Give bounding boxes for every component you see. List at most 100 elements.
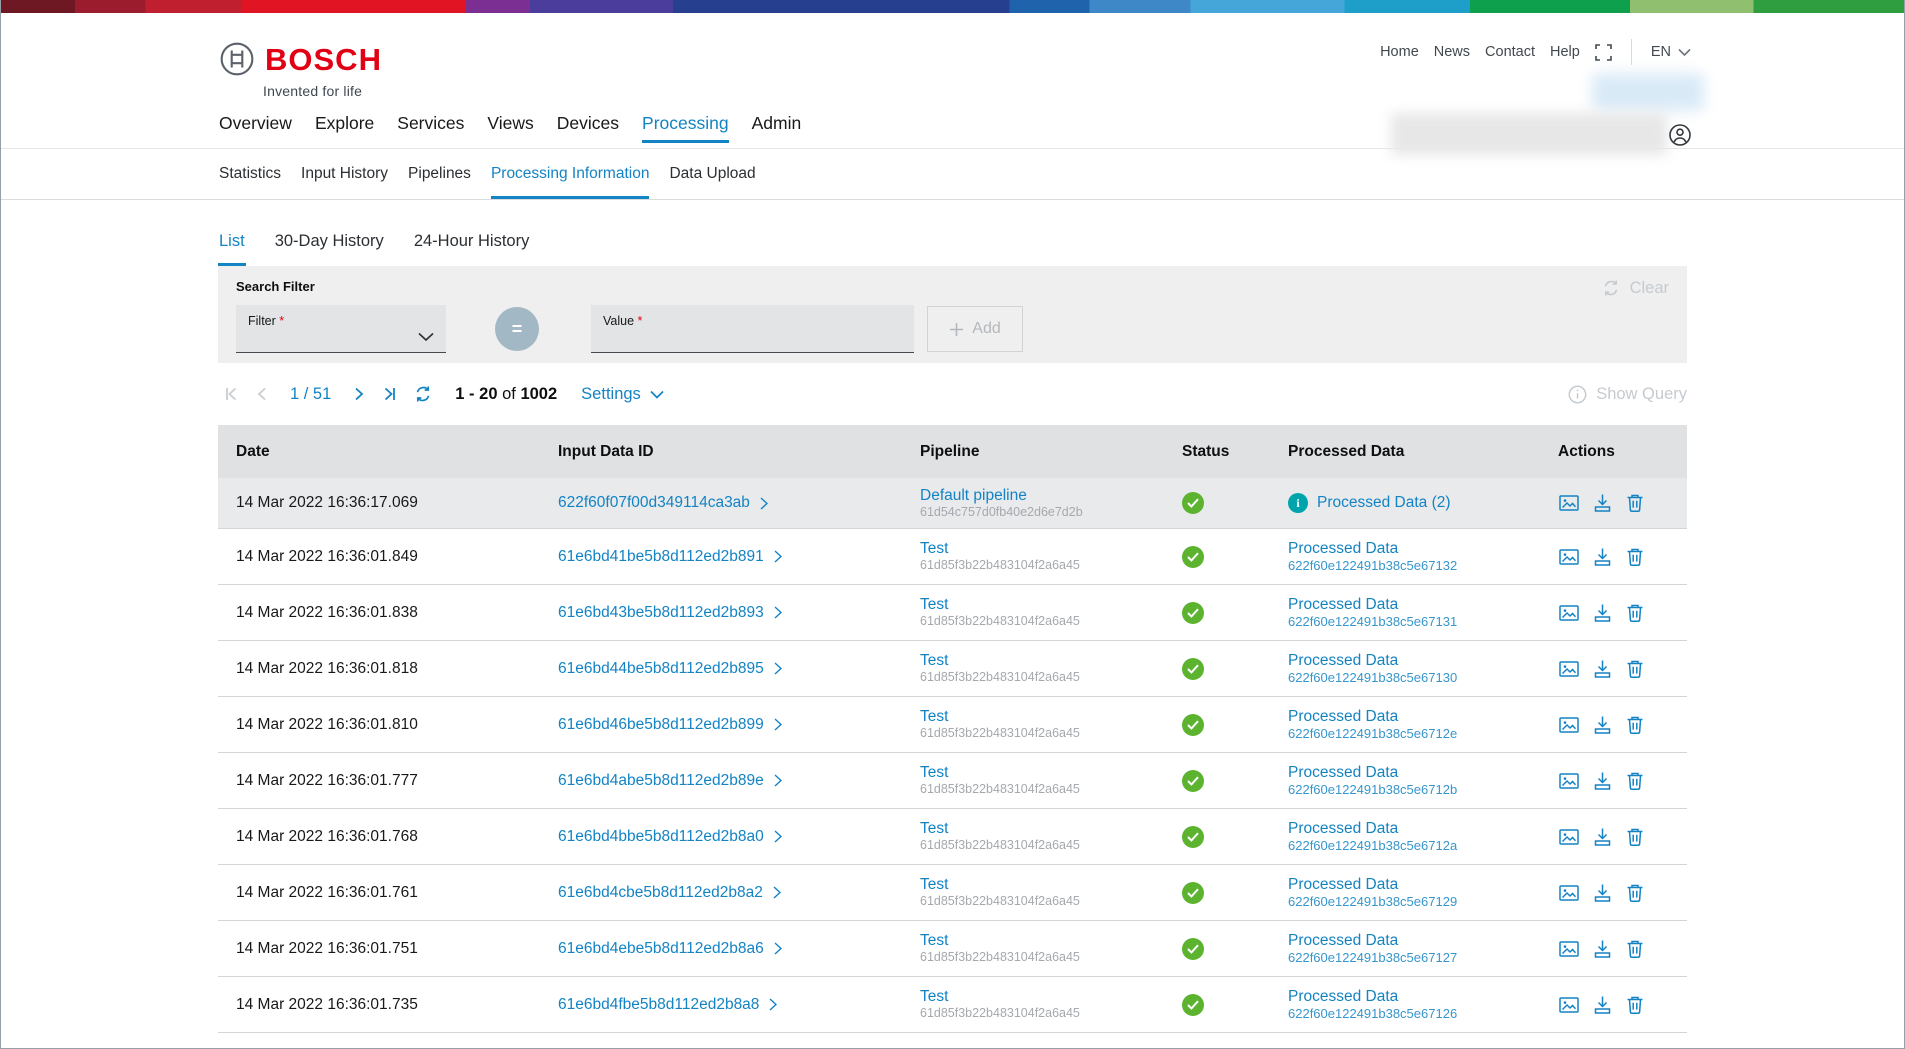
- top-link-news[interactable]: News: [1434, 44, 1470, 60]
- pipeline-link[interactable]: Test: [920, 763, 1164, 782]
- settings-button[interactable]: Settings: [581, 385, 664, 404]
- view-image-button[interactable]: [1558, 714, 1580, 736]
- bosch-logo[interactable]: BOSCH Invented for life: [219, 41, 382, 99]
- delete-button[interactable]: [1625, 658, 1645, 680]
- add-filter-button[interactable]: Add: [927, 306, 1023, 352]
- processed-data-link[interactable]: Processed Data: [1288, 819, 1457, 838]
- input-data-id-link[interactable]: 61e6bd4bbe5b8d112ed2b8a0: [558, 828, 902, 846]
- view-image-button[interactable]: [1558, 546, 1580, 568]
- nav-services[interactable]: Services: [397, 113, 464, 143]
- download-button[interactable]: [1592, 602, 1613, 624]
- input-data-id-link[interactable]: 61e6bd4cbe5b8d112ed2b8a2: [558, 884, 902, 902]
- input-data-id-link[interactable]: 61e6bd46be5b8d112ed2b899: [558, 716, 902, 734]
- delete-button[interactable]: [1625, 826, 1645, 848]
- nav-overview[interactable]: Overview: [219, 113, 292, 143]
- nav-processing[interactable]: Processing: [642, 113, 729, 143]
- input-data-id-link[interactable]: 61e6bd41be5b8d112ed2b891: [558, 548, 902, 566]
- processed-data-link[interactable]: Processed Data: [1288, 875, 1457, 894]
- pipeline-link[interactable]: Test: [920, 651, 1164, 670]
- view-image-button[interactable]: [1558, 492, 1580, 514]
- subnav-pipelines[interactable]: Pipelines: [408, 149, 471, 199]
- processed-data-link[interactable]: Processed Data (2): [1317, 493, 1451, 512]
- input-data-id-link[interactable]: 622f60f07f00d349114ca3ab: [558, 494, 902, 512]
- view-image-button[interactable]: [1558, 770, 1580, 792]
- pipeline-link[interactable]: Test: [920, 819, 1164, 838]
- view-image-button[interactable]: [1558, 826, 1580, 848]
- view-image-button[interactable]: [1558, 602, 1580, 624]
- delete-button[interactable]: [1625, 994, 1645, 1016]
- subnav-statistics[interactable]: Statistics: [219, 149, 281, 199]
- download-button[interactable]: [1592, 994, 1613, 1016]
- tab-30-day-history[interactable]: 30-Day History: [274, 232, 385, 266]
- delete-button[interactable]: [1625, 492, 1645, 514]
- input-data-id-link[interactable]: 61e6bd44be5b8d112ed2b895: [558, 660, 902, 678]
- view-image-button[interactable]: [1558, 882, 1580, 904]
- input-data-id-link[interactable]: 61e6bd4abe5b8d112ed2b89e: [558, 772, 902, 790]
- processed-data-id[interactable]: 622f60e122491b38c5e67129: [1288, 894, 1457, 910]
- pipeline-link[interactable]: Test: [920, 987, 1164, 1006]
- processed-data-id[interactable]: 622f60e122491b38c5e6712a: [1288, 838, 1457, 854]
- pipeline-link[interactable]: Test: [920, 595, 1164, 614]
- download-button[interactable]: [1592, 938, 1613, 960]
- download-button[interactable]: [1592, 546, 1613, 568]
- tab-24-hour-history[interactable]: 24-Hour History: [413, 232, 531, 266]
- delete-button[interactable]: [1625, 770, 1645, 792]
- input-data-id-link[interactable]: 61e6bd4ebe5b8d112ed2b8a6: [558, 940, 902, 958]
- download-button[interactable]: [1592, 826, 1613, 848]
- subnav-processing-information[interactable]: Processing Information: [491, 149, 650, 199]
- delete-button[interactable]: [1625, 938, 1645, 960]
- user-account-icon[interactable]: [1667, 122, 1693, 148]
- tab-list[interactable]: List: [218, 232, 246, 266]
- download-button[interactable]: [1592, 770, 1613, 792]
- external-frame-icon[interactable]: [1595, 44, 1612, 61]
- next-page-button[interactable]: [347, 381, 371, 407]
- processed-data-link[interactable]: Processed Data: [1288, 651, 1457, 670]
- processed-data-id[interactable]: 622f60e122491b38c5e6712e: [1288, 726, 1457, 742]
- view-image-button[interactable]: [1558, 658, 1580, 680]
- nav-devices[interactable]: Devices: [557, 113, 619, 143]
- info-icon[interactable]: i: [1288, 493, 1308, 513]
- language-selector[interactable]: EN: [1651, 44, 1691, 60]
- top-link-home[interactable]: Home: [1380, 44, 1419, 60]
- top-link-help[interactable]: Help: [1550, 44, 1580, 60]
- processed-data-link[interactable]: Processed Data: [1288, 987, 1457, 1006]
- pipeline-link[interactable]: Default pipeline: [920, 486, 1164, 505]
- download-button[interactable]: [1592, 492, 1613, 514]
- download-button[interactable]: [1592, 882, 1613, 904]
- filter-select[interactable]: Filter *: [236, 305, 446, 353]
- processed-data-id[interactable]: 622f60e122491b38c5e6712b: [1288, 782, 1457, 798]
- pipeline-link[interactable]: Test: [920, 539, 1164, 558]
- processed-data-link[interactable]: Processed Data: [1288, 539, 1457, 558]
- nav-views[interactable]: Views: [487, 113, 533, 143]
- processed-data-link[interactable]: Processed Data: [1288, 595, 1457, 614]
- last-page-button[interactable]: [377, 381, 403, 407]
- processed-data-id[interactable]: 622f60e122491b38c5e67130: [1288, 670, 1457, 686]
- clear-filter-button[interactable]: Clear: [1601, 278, 1669, 298]
- subnav-data-upload[interactable]: Data Upload: [669, 149, 755, 199]
- nav-explore[interactable]: Explore: [315, 113, 374, 143]
- processed-data-id[interactable]: 622f60e122491b38c5e67126: [1288, 1006, 1457, 1022]
- download-button[interactable]: [1592, 658, 1613, 680]
- processed-data-link[interactable]: Processed Data: [1288, 931, 1457, 950]
- input-data-id-link[interactable]: 61e6bd43be5b8d112ed2b893: [558, 604, 902, 622]
- delete-button[interactable]: [1625, 714, 1645, 736]
- nav-admin[interactable]: Admin: [752, 113, 802, 143]
- processed-data-id[interactable]: 622f60e122491b38c5e67132: [1288, 558, 1457, 574]
- delete-button[interactable]: [1625, 546, 1645, 568]
- view-image-button[interactable]: [1558, 938, 1580, 960]
- pipeline-link[interactable]: Test: [920, 931, 1164, 950]
- view-image-button[interactable]: [1558, 994, 1580, 1016]
- first-page-button[interactable]: [218, 381, 244, 407]
- processed-data-link[interactable]: Processed Data: [1288, 707, 1457, 726]
- delete-button[interactable]: [1625, 882, 1645, 904]
- processed-data-id[interactable]: 622f60e122491b38c5e67131: [1288, 614, 1457, 630]
- input-data-id-link[interactable]: 61e6bd4fbe5b8d112ed2b8a8: [558, 996, 902, 1014]
- top-link-contact[interactable]: Contact: [1485, 44, 1535, 60]
- download-button[interactable]: [1592, 714, 1613, 736]
- delete-button[interactable]: [1625, 602, 1645, 624]
- value-input[interactable]: Value *: [591, 305, 914, 353]
- processed-data-id[interactable]: 622f60e122491b38c5e67127: [1288, 950, 1457, 966]
- subnav-input-history[interactable]: Input History: [301, 149, 388, 199]
- pipeline-link[interactable]: Test: [920, 875, 1164, 894]
- pipeline-link[interactable]: Test: [920, 707, 1164, 726]
